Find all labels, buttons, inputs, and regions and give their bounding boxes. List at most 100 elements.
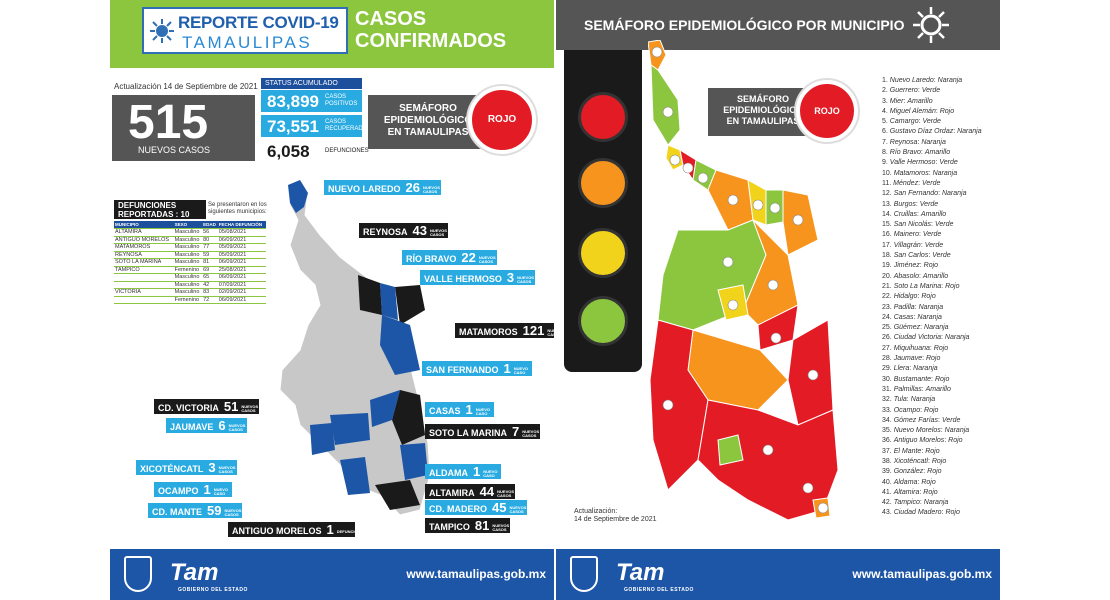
semaforo-header-title: SEMÁFORO EPIDEMIOLÓGICO POR MUNICIPIO [584,17,905,33]
title-line2: CONFIRMADOS [355,30,507,52]
semaforo-state-badge: ROJO [468,86,536,154]
municipality-color: Rojo [925,355,941,363]
brand-subtitle: GOBIERNO DEL ESTADO [178,587,248,593]
table-cell: MATAMOROS [114,243,174,252]
municipality-color: Rojo [931,457,947,465]
update-line: Actualización: [574,508,618,515]
tag-sub: NUEVOS CASOS [509,504,527,514]
table-cell: 07/09/2021 [217,281,266,289]
municipality-name: Gómez Farías [893,416,939,424]
tag-sub: NUEVOS CASOS [497,488,515,498]
list-item: 33. Ocampo: Rojo [882,406,939,414]
tag-name: NUEVO LAREDO [328,184,401,194]
municipality-name: Antiguo Morelos [893,437,945,445]
municipality-color: Rojo [923,262,939,270]
tag-sub: NUEVO CASO [475,406,490,416]
stat-label: CASOS [325,94,347,100]
municipality-name: Miquihuana [893,344,930,352]
municipality-color: Verde [921,87,941,95]
municipality-name: Méndez [893,179,919,187]
deaths-table: MUNICIPIO SEXO EDAD FECHA DEFUNCIÓN ALTA… [114,221,266,304]
list-number: 4. [882,107,888,115]
stat-label: POSITIVOS [325,101,358,107]
column-header: SEXO [173,221,203,229]
municipality-color: Naranja [957,128,982,136]
municipality-name: Padilla [893,303,915,311]
table-cell [114,281,174,289]
semaforo-line: SEMÁFORO [736,94,789,104]
table-cell: Masculino [173,243,203,252]
municipality-name: Nuevo Laredo [889,77,934,84]
municipality-name: Ciudad Madero [893,509,942,517]
list-number: 26. [882,334,892,342]
tag-name: ALDAMA [429,468,468,478]
map-region-rio-bravo [380,283,398,320]
municipality-color: Naranja [913,365,938,373]
table-cell: 06/09/2021 [217,273,266,282]
table-row: Femenino 72 06/09/2021 [114,296,266,304]
website-link[interactable]: www.tamaulipas.gob.mx [852,567,992,581]
tag-name: JAUMAVE [170,422,214,432]
municipality-name: Río Bravo [889,149,921,157]
municipality-name: Altamira [893,488,920,496]
list-number: 11. [882,179,892,187]
municipality-color: Naranja [917,313,942,321]
list-item: 9. Valle Hermoso: Verde [882,159,958,167]
light-orange-icon [578,158,628,208]
stat-recovered-label: CASOS RECUPERADOS [325,119,371,133]
tag-sub: NUEVOS CASOS [522,428,540,438]
table-cell: SOTO LA MARINA [114,258,174,267]
list-number: 31. [882,385,892,393]
list-number: 15. [882,221,892,229]
tag-name: SAN FERNANDO [426,365,499,375]
tag-name: CD. VICTORIA [158,403,219,413]
municipality-color: Verde [939,159,958,167]
table-cell: Femenino [173,296,203,304]
municipality-name: González [893,468,924,476]
list-number: 25. [882,324,892,332]
title-line1: CASOS [355,8,427,30]
new-cases-label: NUEVOS CASOS [138,145,211,155]
list-item: 5. Camargo: Verde [882,118,941,126]
municipality-tag: TAMPICO 81 NUEVOS CASOS [425,518,511,533]
list-number: 2. [882,87,888,95]
stat-deaths-value: 6,058 [267,142,310,161]
tag-count: 81 [474,518,490,533]
list-item: 6. Gustavo Díaz Ordaz: Naranja [882,128,982,136]
list-item: 14. Cruillas: Amarillo [882,210,947,218]
list-item: 29. Llera: Naranja [882,365,938,373]
tag-count: 45 [492,500,507,515]
table-cell: 02/09/2021 [217,288,266,297]
tag-sub: NUEVOS CASOS [422,184,440,194]
stat-deaths: 6,058 DEFUNCIONES [261,140,369,162]
municipality-tag: NUEVO LAREDO 26 NUEVOS CASOS [324,180,441,195]
website-link[interactable]: www.tamaulipas.gob.mx [406,567,546,581]
municipality-color: Naranja [941,190,967,198]
list-item: 32. Tula: Naranja [882,396,936,404]
municipality-tag: XICOTÉNCATL 3 NUEVOS CASOS [136,460,237,475]
status-header: STATUS ACUMULADO [261,78,362,89]
table-cell: 05/09/2021 [217,251,266,259]
list-item: 12. San Fernando: Naranja [882,190,967,198]
list-item: 16. Mainero: Verde [882,231,942,239]
list-number: 30. [882,375,892,383]
table-cell: Masculino [173,236,203,244]
table-row: SOTO LA MARINA Masculino 81 06/09/2021 [114,258,266,267]
table-row: REYNOSA Masculino 59 05/09/2021 [114,251,266,259]
list-number: 28. [882,355,892,363]
municipality-tag: OCAMPO 1 NUEVO CASO [154,482,232,497]
page-title: CASOS CONFIRMADOS [355,8,506,52]
municipality-color: Verde [924,241,944,249]
cases-panel: REPORTE COVID-19 TAMAULIPAS CASOS CONFIR… [110,0,554,600]
list-item: 20. Abasolo: Amarillo [882,272,949,280]
list-number: 14. [882,210,892,218]
tag-count: 6 [218,418,226,433]
municipality-tag: CASAS 1 NUEVO CASO [425,402,494,417]
tag-name: OCAMPO [158,486,199,496]
municipality-name: Tampico [893,499,920,507]
list-item: 8. Río Bravo: Amarillo [882,149,951,157]
municipality-name: Güémez [893,324,921,332]
municipality-name: Cruillas [893,210,918,218]
tag-count: 1 [326,522,334,537]
municipality-color: Naranja [944,334,970,342]
